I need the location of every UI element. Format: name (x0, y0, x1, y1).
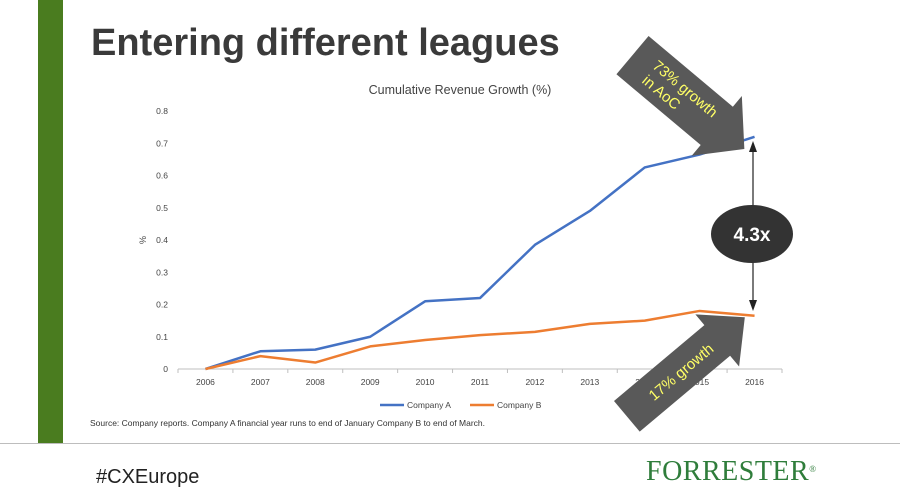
slide-title: Entering different leagues (91, 22, 560, 64)
y-tick-label: 0.1 (156, 332, 168, 342)
y-tick-label: 0.6 (156, 171, 168, 181)
legend-label: Company B (497, 400, 542, 410)
ratio-badge: 4.3x (711, 205, 793, 263)
callout-top: 73% growth in AoC (616, 35, 745, 156)
accent-bar (38, 0, 63, 443)
logo-text: FORRESTER (646, 456, 810, 487)
y-axis: 0 0.1 0.2 0.3 0.4 0.5 0.6 0.7 0.8 (156, 106, 168, 374)
x-tick-label: 2011 (471, 377, 490, 387)
y-tick-label: 0 (163, 364, 168, 374)
series-line-company-b (205, 309, 755, 371)
x-axis: 2006200720082009201020112012201320142015… (177, 368, 783, 387)
revenue-chart: Cumulative Revenue Growth (%) % 00.10.20… (138, 35, 793, 432)
logo-trademark: ® (809, 464, 817, 474)
y-tick-label: 0.8 (156, 106, 168, 116)
x-tick-label: 2008 (306, 377, 325, 387)
source-note: Source: Company reports. Company A finan… (90, 418, 485, 428)
y-tick-label: 0.4 (156, 235, 168, 245)
hashtag: #CXEurope (96, 466, 200, 488)
series-line-company-a (205, 135, 755, 371)
y-tick-label: 0.5 (156, 203, 168, 213)
series-lines (205, 135, 755, 371)
x-tick-label: 2015 (690, 377, 709, 387)
y-axis-label: % (138, 236, 148, 244)
ratio-label: 4.3x (734, 225, 771, 246)
x-tick-label: 2016 (745, 377, 764, 387)
y-tick-label: 0.7 (156, 138, 168, 148)
x-tick-label: 2009 (361, 377, 380, 387)
x-tick-label: 2007 (251, 377, 270, 387)
legend: Company A Company B (380, 400, 542, 410)
y-tick-label: 0.2 (156, 300, 168, 310)
forrester-logo: FORRESTER® (646, 456, 817, 488)
x-tick-label: 2010 (416, 377, 435, 387)
x-tick-label: 2006 (196, 377, 215, 387)
y-tick-label: 0.3 (156, 267, 168, 277)
footer-divider (0, 443, 900, 444)
x-tick-label: 2012 (525, 377, 544, 387)
legend-label: Company A (407, 400, 451, 410)
x-tick-label: 2013 (580, 377, 599, 387)
chart-title: Cumulative Revenue Growth (%) (369, 83, 552, 97)
